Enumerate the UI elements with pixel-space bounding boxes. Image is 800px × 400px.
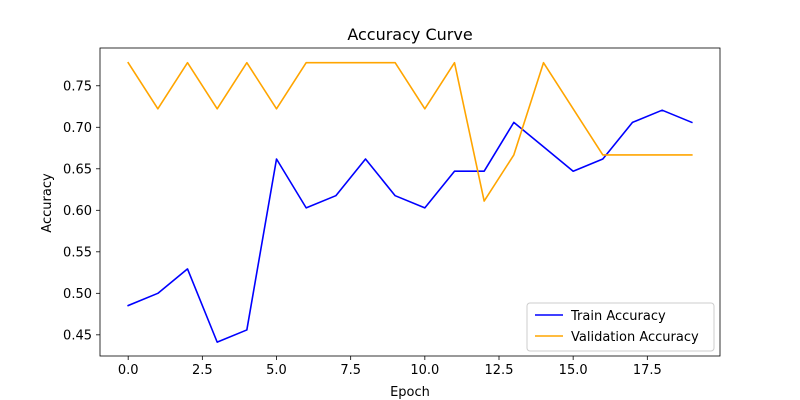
y-tick-label: 0.55 (63, 245, 92, 260)
y-axis-label: Accuracy (40, 173, 55, 233)
x-tick-label: 17.5 (633, 363, 662, 378)
y-tick-label: 0.70 (63, 121, 92, 136)
x-tick-label: 5.0 (266, 363, 287, 378)
x-tick-label: 12.5 (485, 363, 514, 378)
y-tick-label: 0.65 (63, 162, 92, 177)
y-tick-label: 0.50 (63, 287, 92, 302)
x-tick-label: 15.0 (559, 363, 588, 378)
x-tick-label: 0.0 (118, 363, 139, 378)
y-tick-label: 0.60 (63, 204, 92, 219)
plot-area-frame (99, 47, 721, 357)
x-tick-label: 7.5 (340, 363, 361, 378)
y-tick-label: 0.45 (63, 328, 92, 343)
legend-label-train-accuracy: Train Accuracy (570, 309, 666, 324)
series-layer (127, 61, 693, 343)
x-axis-label: Epoch (390, 385, 430, 400)
legend-frame (526, 302, 715, 352)
legend-label-validation-accuracy: Validation Accuracy (571, 330, 699, 345)
series-line-train-accuracy (127, 109, 693, 343)
x-axis-ticks: 0.0 2.5 5.0 7.5 10.0 12.5 15.0 17.5 (118, 356, 662, 378)
legend: Train Accuracy Validation Accuracy (526, 302, 715, 352)
x-tick-label: 10.0 (410, 363, 439, 378)
y-axis-ticks: 0.45 0.50 0.55 0.60 0.65 0.70 0.75 (63, 79, 100, 343)
y-tick-label: 0.75 (63, 79, 92, 94)
x-tick-label: 2.5 (192, 363, 213, 378)
chart-title: Accuracy Curve (347, 25, 472, 44)
series-line-validation-accuracy (127, 61, 693, 202)
